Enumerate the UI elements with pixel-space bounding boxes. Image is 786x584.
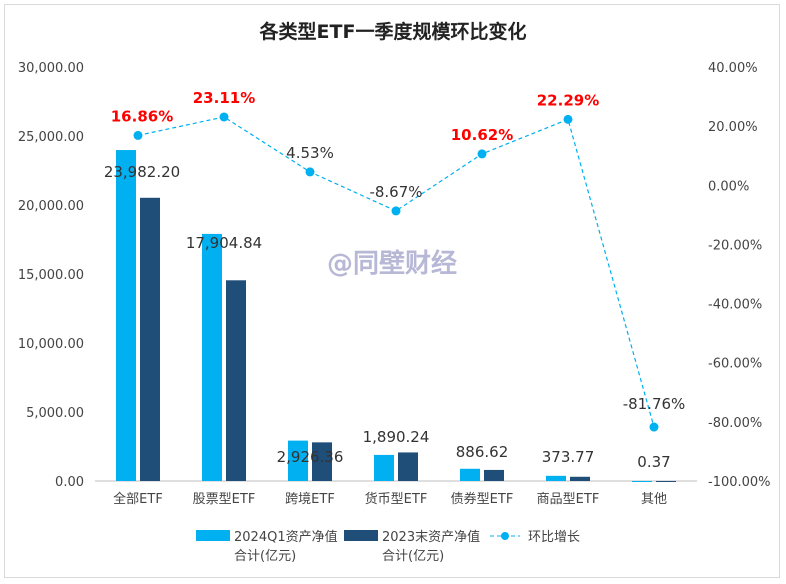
left-tick-label: 20,000.00: [18, 199, 84, 214]
growth-label: -8.67%: [369, 183, 422, 201]
watermark: @同壁财经: [327, 248, 457, 279]
bar-2024q1: [374, 454, 394, 481]
bar-2024q1: [460, 468, 480, 481]
growth-label: 22.29%: [537, 91, 599, 109]
category-label: 跨境ETF: [285, 492, 335, 507]
growth-point: [477, 149, 487, 159]
bar-value-label: 373.77: [542, 448, 595, 466]
bar-2024q1: [546, 475, 566, 481]
bar-value-label: 17,904.84: [186, 234, 262, 252]
growth-label: -81.76%: [623, 395, 686, 413]
bar-2024q1: [116, 150, 136, 481]
left-tick-label: 15,000.00: [18, 268, 84, 283]
bar-2023: [140, 197, 160, 482]
right-tick-label: 40.00%: [708, 61, 758, 76]
category-label: 股票型ETF: [193, 492, 256, 507]
legend-swatch-2023: [344, 530, 378, 541]
legend-2023: 2023末资产净值: [382, 529, 480, 545]
bar-2024q1: [632, 480, 652, 482]
category-label: 债券型ETF: [451, 491, 514, 507]
bar-2023: [570, 476, 590, 481]
category-label: 商品型ETF: [537, 492, 600, 507]
growth-point: [391, 206, 401, 216]
bar-value-label: 2,926.36: [277, 448, 344, 466]
bar-2023: [398, 452, 418, 481]
growth-point: [133, 130, 143, 140]
right-tick-label: -40.00%: [708, 298, 762, 313]
growth-label: 23.11%: [193, 89, 255, 107]
bar-value-label: 1,890.24: [363, 428, 430, 446]
category-label: 其他: [641, 492, 667, 507]
legend-2024q1-unit: 合计(亿元): [234, 549, 296, 564]
bar-2023: [656, 480, 676, 482]
right-tick-label: 20.00%: [708, 120, 758, 135]
chart-frame: [4, 4, 780, 578]
growth-label: 16.86%: [111, 107, 173, 125]
right-tick-label: -60.00%: [708, 357, 762, 372]
left-tick-label: 10,000.00: [18, 337, 84, 352]
growth-label: 4.53%: [286, 144, 334, 162]
legend-swatch-2024q1: [196, 530, 230, 541]
growth-point: [305, 167, 315, 177]
growth-point: [219, 112, 229, 122]
bar-2023: [484, 469, 504, 481]
left-tick-label: 25,000.00: [18, 130, 84, 145]
legend-growth: 环比增长: [528, 530, 580, 545]
left-tick-label: 30,000.00: [18, 61, 84, 76]
right-tick-label: 0.00%: [708, 179, 749, 194]
growth-point: [649, 422, 659, 432]
legend-point: [501, 532, 509, 540]
chart-title: 各类型ETF一季度规模环比变化: [259, 20, 527, 43]
bar-value-label: 886.62: [456, 443, 509, 461]
bar-2023: [226, 280, 246, 481]
bar-value-label: 23,982.20: [104, 163, 180, 181]
left-tick-label: 0.00: [55, 475, 84, 490]
bar-2024q1: [288, 440, 308, 481]
right-tick-label: -100.00%: [708, 475, 771, 490]
legend-2024q1: 2024Q1资产净值: [234, 529, 338, 545]
growth-label: 10.62%: [451, 126, 513, 144]
category-label: 全部ETF: [113, 491, 163, 507]
bar-2023: [312, 442, 332, 481]
bar-2024q1: [202, 233, 222, 481]
bar-value-label: 0.37: [637, 453, 670, 471]
growth-point: [563, 114, 573, 124]
right-tick-label: -20.00%: [708, 238, 762, 253]
legend-2023-unit: 合计(亿元): [382, 549, 444, 564]
category-label: 货币型ETF: [365, 491, 428, 507]
right-tick-label: -80.00%: [708, 416, 762, 431]
left-tick-label: 5,000.00: [26, 406, 84, 421]
